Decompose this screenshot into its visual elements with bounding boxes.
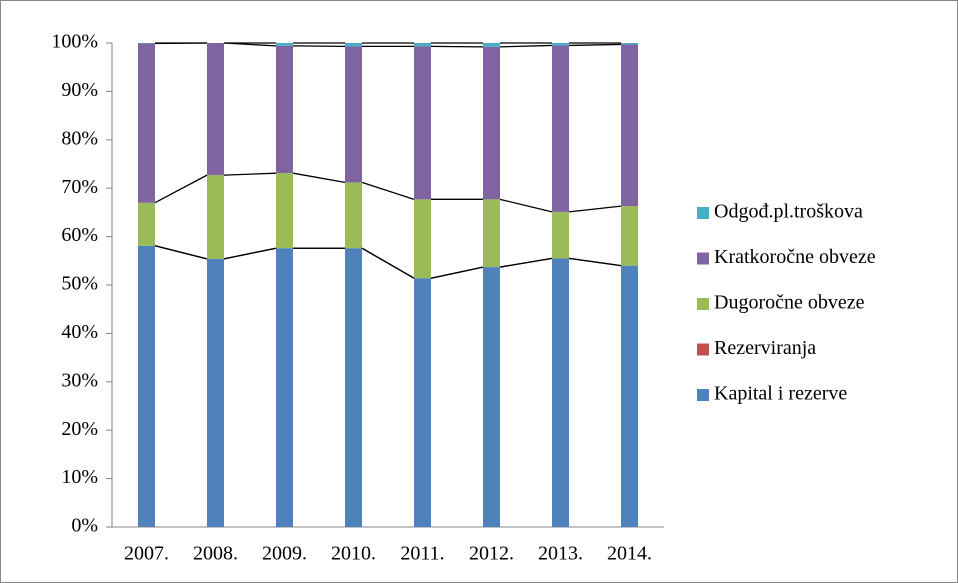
bar-segment (138, 43, 155, 203)
bar-segment (207, 258, 224, 527)
bar-segment (552, 258, 569, 527)
legend-swatch (697, 389, 709, 401)
bar-segment (414, 278, 431, 527)
legend-label: Odgođ.pl.troškova (714, 201, 863, 223)
bar-segment (207, 175, 224, 259)
bar-segment (276, 248, 293, 527)
bar-segment (276, 43, 293, 46)
legend-label: Dugoročne obveze (714, 292, 865, 314)
bar-segment (276, 173, 293, 249)
bar-segment (414, 199, 431, 279)
legend-label: Kapital i rezerve (714, 383, 847, 405)
bar-segment (276, 45, 293, 174)
x-tick-label: 2007. (124, 543, 169, 565)
bar-segment (552, 45, 569, 212)
legend-swatch (697, 298, 709, 310)
series-line (154, 245, 622, 279)
x-tick-label: 2009. (262, 543, 307, 565)
bar-segment (483, 43, 500, 47)
series-line (154, 172, 622, 213)
y-tick-label: 80% (61, 127, 98, 149)
y-tick-label: 60% (61, 224, 98, 246)
x-tick-label: 2013. (538, 543, 583, 565)
y-tick-label: 50% (61, 273, 98, 295)
y-tick-label: 90% (61, 79, 98, 101)
bar-segment (621, 44, 638, 207)
bar-segment (621, 206, 638, 266)
y-tick-label: 40% (61, 321, 98, 343)
bar-segment (345, 46, 362, 183)
y-tick-label: 70% (61, 176, 98, 198)
x-tick-label: 2014. (607, 543, 652, 565)
x-tick-label: 2012. (469, 543, 514, 565)
bar-segment (552, 211, 569, 259)
x-tick-label: 2008. (193, 543, 238, 565)
bar-segment (483, 46, 500, 200)
bar-segment (483, 267, 500, 527)
x-tick-label: 2011. (400, 543, 444, 565)
bar-segment (345, 43, 362, 47)
legend-label: Rezerviranja (714, 337, 816, 359)
legend-label: Kratkoročne obveze (714, 246, 876, 268)
bar-segment (621, 43, 638, 45)
y-tick-label: 20% (61, 418, 98, 440)
bar-segment (621, 265, 638, 527)
y-tick-label: 10% (61, 466, 98, 488)
y-tick-label: 30% (61, 369, 98, 391)
y-tick-label: 100% (51, 31, 98, 53)
bar-segment (414, 43, 431, 47)
x-tick-label: 2010. (331, 543, 376, 565)
bar-segment (483, 199, 500, 268)
bar-segment (345, 182, 362, 249)
bar-segment (345, 248, 362, 527)
bar-segment (138, 245, 155, 527)
bar-segment (207, 43, 224, 176)
bar-segment (414, 46, 431, 200)
legend-swatch (697, 252, 709, 265)
y-tick-label: 0% (71, 515, 98, 537)
legend-swatch (697, 343, 709, 356)
bar-segment (552, 43, 569, 46)
legend-swatch (697, 207, 709, 219)
bar-segment (138, 202, 155, 246)
